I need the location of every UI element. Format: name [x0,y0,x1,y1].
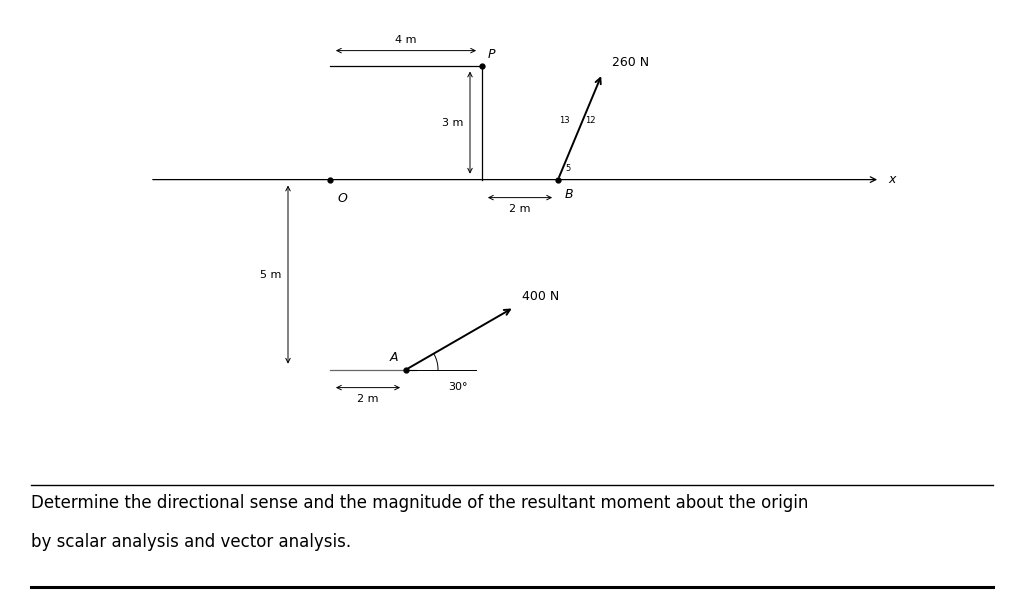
Text: 3 m: 3 m [441,117,463,128]
Text: 5 m: 5 m [260,270,281,279]
Text: 2 m: 2 m [357,394,379,403]
Text: 5: 5 [565,164,570,173]
Text: 13: 13 [559,116,570,125]
Text: 400 N: 400 N [522,290,559,303]
Text: 12: 12 [585,116,596,125]
Text: 260 N: 260 N [612,57,649,69]
Text: Determine the directional sense and the magnitude of the resultant moment about : Determine the directional sense and the … [31,494,808,512]
Text: B: B [565,188,573,200]
Text: 30°: 30° [447,382,468,392]
Text: 2 m: 2 m [509,203,530,214]
Text: 4 m: 4 m [395,34,417,45]
Text: by scalar analysis and vector analysis.: by scalar analysis and vector analysis. [31,533,351,551]
Text: O: O [338,191,348,205]
Text: P: P [488,48,496,61]
Text: x: x [888,173,895,186]
Text: A: A [389,350,398,364]
